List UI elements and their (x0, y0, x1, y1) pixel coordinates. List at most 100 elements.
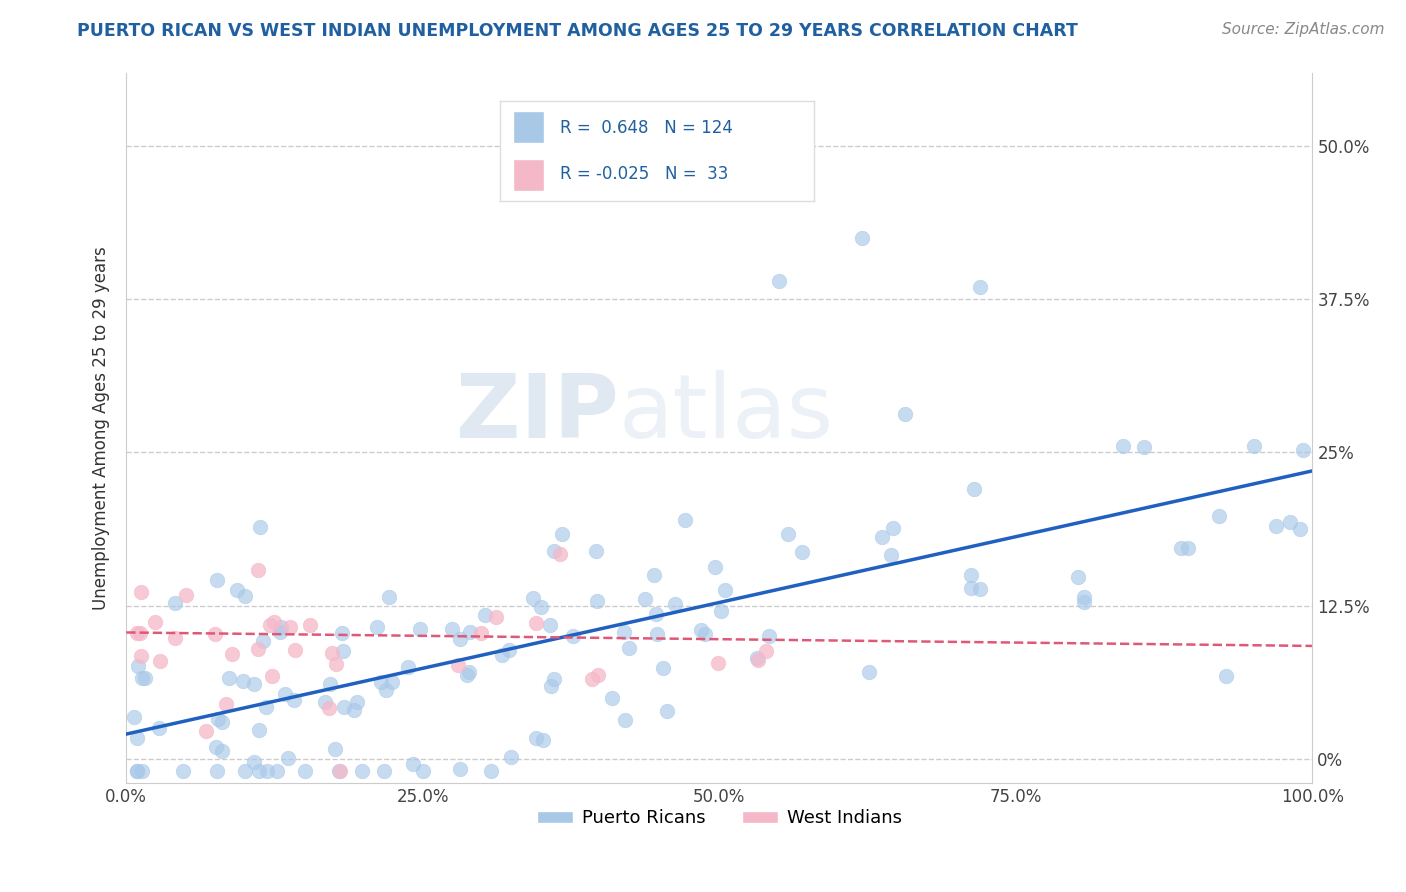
Point (396, 659, 419, 673)
Point (125, 764, 148, 778)
Point (319, 677, 342, 691)
Point (458, 624, 481, 639)
Point (879, 548, 901, 562)
Point (247, 642, 270, 657)
Point (314, 695, 336, 709)
Text: PUERTO RICAN VS WEST INDIAN UNEMPLOYMENT AMONG AGES 25 TO 29 YEARS CORRELATION C: PUERTO RICAN VS WEST INDIAN UNEMPLOYMENT… (77, 22, 1078, 40)
Point (1073, 590, 1095, 604)
Point (409, 622, 432, 636)
Point (333, 699, 356, 714)
Point (318, 700, 340, 714)
Point (148, 721, 170, 735)
Point (127, 626, 149, 640)
Point (586, 594, 609, 608)
Point (252, 634, 274, 648)
Point (960, 581, 983, 595)
Point (218, 671, 240, 685)
Point (703, 560, 725, 574)
Point (550, 547, 572, 561)
Point (370, 675, 392, 690)
Point (617, 640, 640, 655)
Point (249, 520, 271, 534)
Point (1073, 595, 1095, 609)
Point (969, 582, 991, 596)
Point (131, 648, 153, 663)
Point (602, 690, 624, 705)
Point (645, 627, 668, 641)
Point (329, 764, 352, 778)
Point (321, 646, 343, 660)
Point (449, 632, 471, 646)
Point (283, 693, 305, 707)
Point (1170, 541, 1192, 556)
Point (207, 574, 229, 588)
Point (882, 521, 904, 535)
Point (277, 751, 299, 765)
Point (143, 615, 166, 630)
Point (214, 697, 236, 711)
Point (540, 679, 562, 693)
Point (346, 695, 368, 709)
Point (776, 527, 799, 541)
Point (963, 482, 986, 496)
Point (325, 657, 347, 671)
Point (232, 673, 254, 688)
Point (1177, 541, 1199, 555)
Point (543, 672, 565, 686)
Point (894, 407, 917, 421)
Legend: Puerto Ricans, West Indians: Puerto Ricans, West Indians (530, 802, 910, 834)
Point (499, 750, 522, 764)
Point (1112, 439, 1135, 453)
Point (343, 703, 366, 717)
Point (551, 526, 574, 541)
Point (205, 739, 228, 754)
Point (149, 654, 172, 668)
Point (747, 653, 769, 667)
Point (131, 764, 153, 778)
Point (163, 631, 186, 645)
Point (1265, 519, 1288, 533)
Point (872, 530, 894, 544)
Point (714, 583, 737, 598)
Point (294, 764, 316, 778)
Point (673, 513, 696, 527)
Point (709, 604, 731, 618)
Point (1289, 523, 1312, 537)
Point (524, 615, 547, 630)
Point (657, 704, 679, 718)
Point (298, 618, 321, 632)
Point (491, 648, 513, 662)
Point (858, 665, 880, 680)
Point (585, 544, 607, 558)
Point (127, 659, 149, 673)
Point (1208, 509, 1230, 524)
Point (323, 742, 346, 756)
Point (330, 626, 353, 640)
Point (127, 731, 149, 746)
Point (543, 543, 565, 558)
Point (352, 764, 374, 778)
Point (242, 677, 264, 691)
Point (1243, 438, 1265, 452)
Point (412, 764, 434, 778)
Point (366, 619, 388, 633)
Point (498, 643, 520, 657)
Point (614, 713, 637, 727)
Point (254, 699, 277, 714)
Point (246, 563, 269, 577)
Point (259, 618, 281, 632)
Point (586, 668, 609, 682)
Point (524, 731, 547, 746)
Point (690, 624, 713, 638)
Point (645, 607, 668, 621)
Point (613, 625, 636, 640)
Point (474, 607, 496, 622)
Point (165, 596, 187, 610)
Point (530, 599, 553, 614)
Point (755, 644, 778, 658)
Point (441, 622, 464, 636)
Point (131, 671, 153, 685)
Point (134, 671, 156, 685)
Point (768, 274, 790, 288)
Point (270, 620, 292, 634)
